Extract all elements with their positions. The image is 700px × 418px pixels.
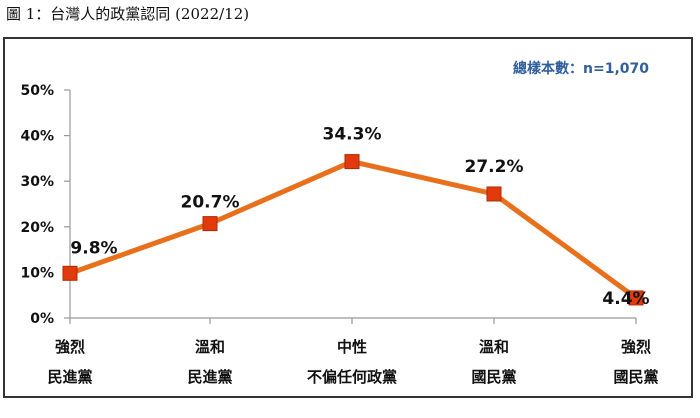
data-marker (628, 290, 644, 306)
data-label: 4.4% (602, 289, 649, 309)
data-label: 27.2% (465, 157, 524, 177)
y-tick-label: 40% (20, 129, 54, 145)
category-label: 國民黨 (613, 368, 658, 386)
category-label: 溫和 (195, 338, 225, 356)
data-marker (486, 186, 502, 202)
y-tick-labels: 0% 10% 20% 30% 40% 50% (20, 83, 54, 327)
category-label: 溫和 (479, 338, 509, 356)
chart-frame (3, 37, 693, 398)
category-label: 國民黨 (471, 368, 516, 386)
data-marker (202, 216, 218, 232)
category-label: 強烈 (621, 338, 651, 356)
data-label: 20.7% (181, 193, 240, 213)
data-markers (62, 154, 644, 306)
data-label: 9.8% (70, 238, 117, 258)
y-tick-label: 30% (20, 174, 54, 190)
category-label: 民進黨 (47, 368, 92, 386)
data-marker (62, 265, 78, 281)
y-tick-label: 10% (20, 265, 54, 281)
series-line (69, 159, 638, 300)
y-tick-label: 20% (20, 220, 54, 236)
figure-caption: 圖 1：台灣人的政黨認同 (2022/12) (6, 5, 250, 23)
category-label: 民進黨 (187, 368, 232, 386)
category-label: 不偏任何政黨 (307, 368, 397, 386)
data-marker (344, 154, 360, 170)
y-tick-label: 0% (30, 311, 54, 327)
y-tick-label: 50% (20, 83, 54, 99)
sample-size-note: 總樣本數：n=1,070 (513, 61, 649, 77)
data-label: 34.3% (323, 125, 382, 145)
category-label: 強烈 (55, 338, 85, 356)
data-labels: 9.8% 20.7% 34.3% 27.2% 4.4% (70, 125, 649, 309)
category-label: 中性 (337, 338, 367, 356)
